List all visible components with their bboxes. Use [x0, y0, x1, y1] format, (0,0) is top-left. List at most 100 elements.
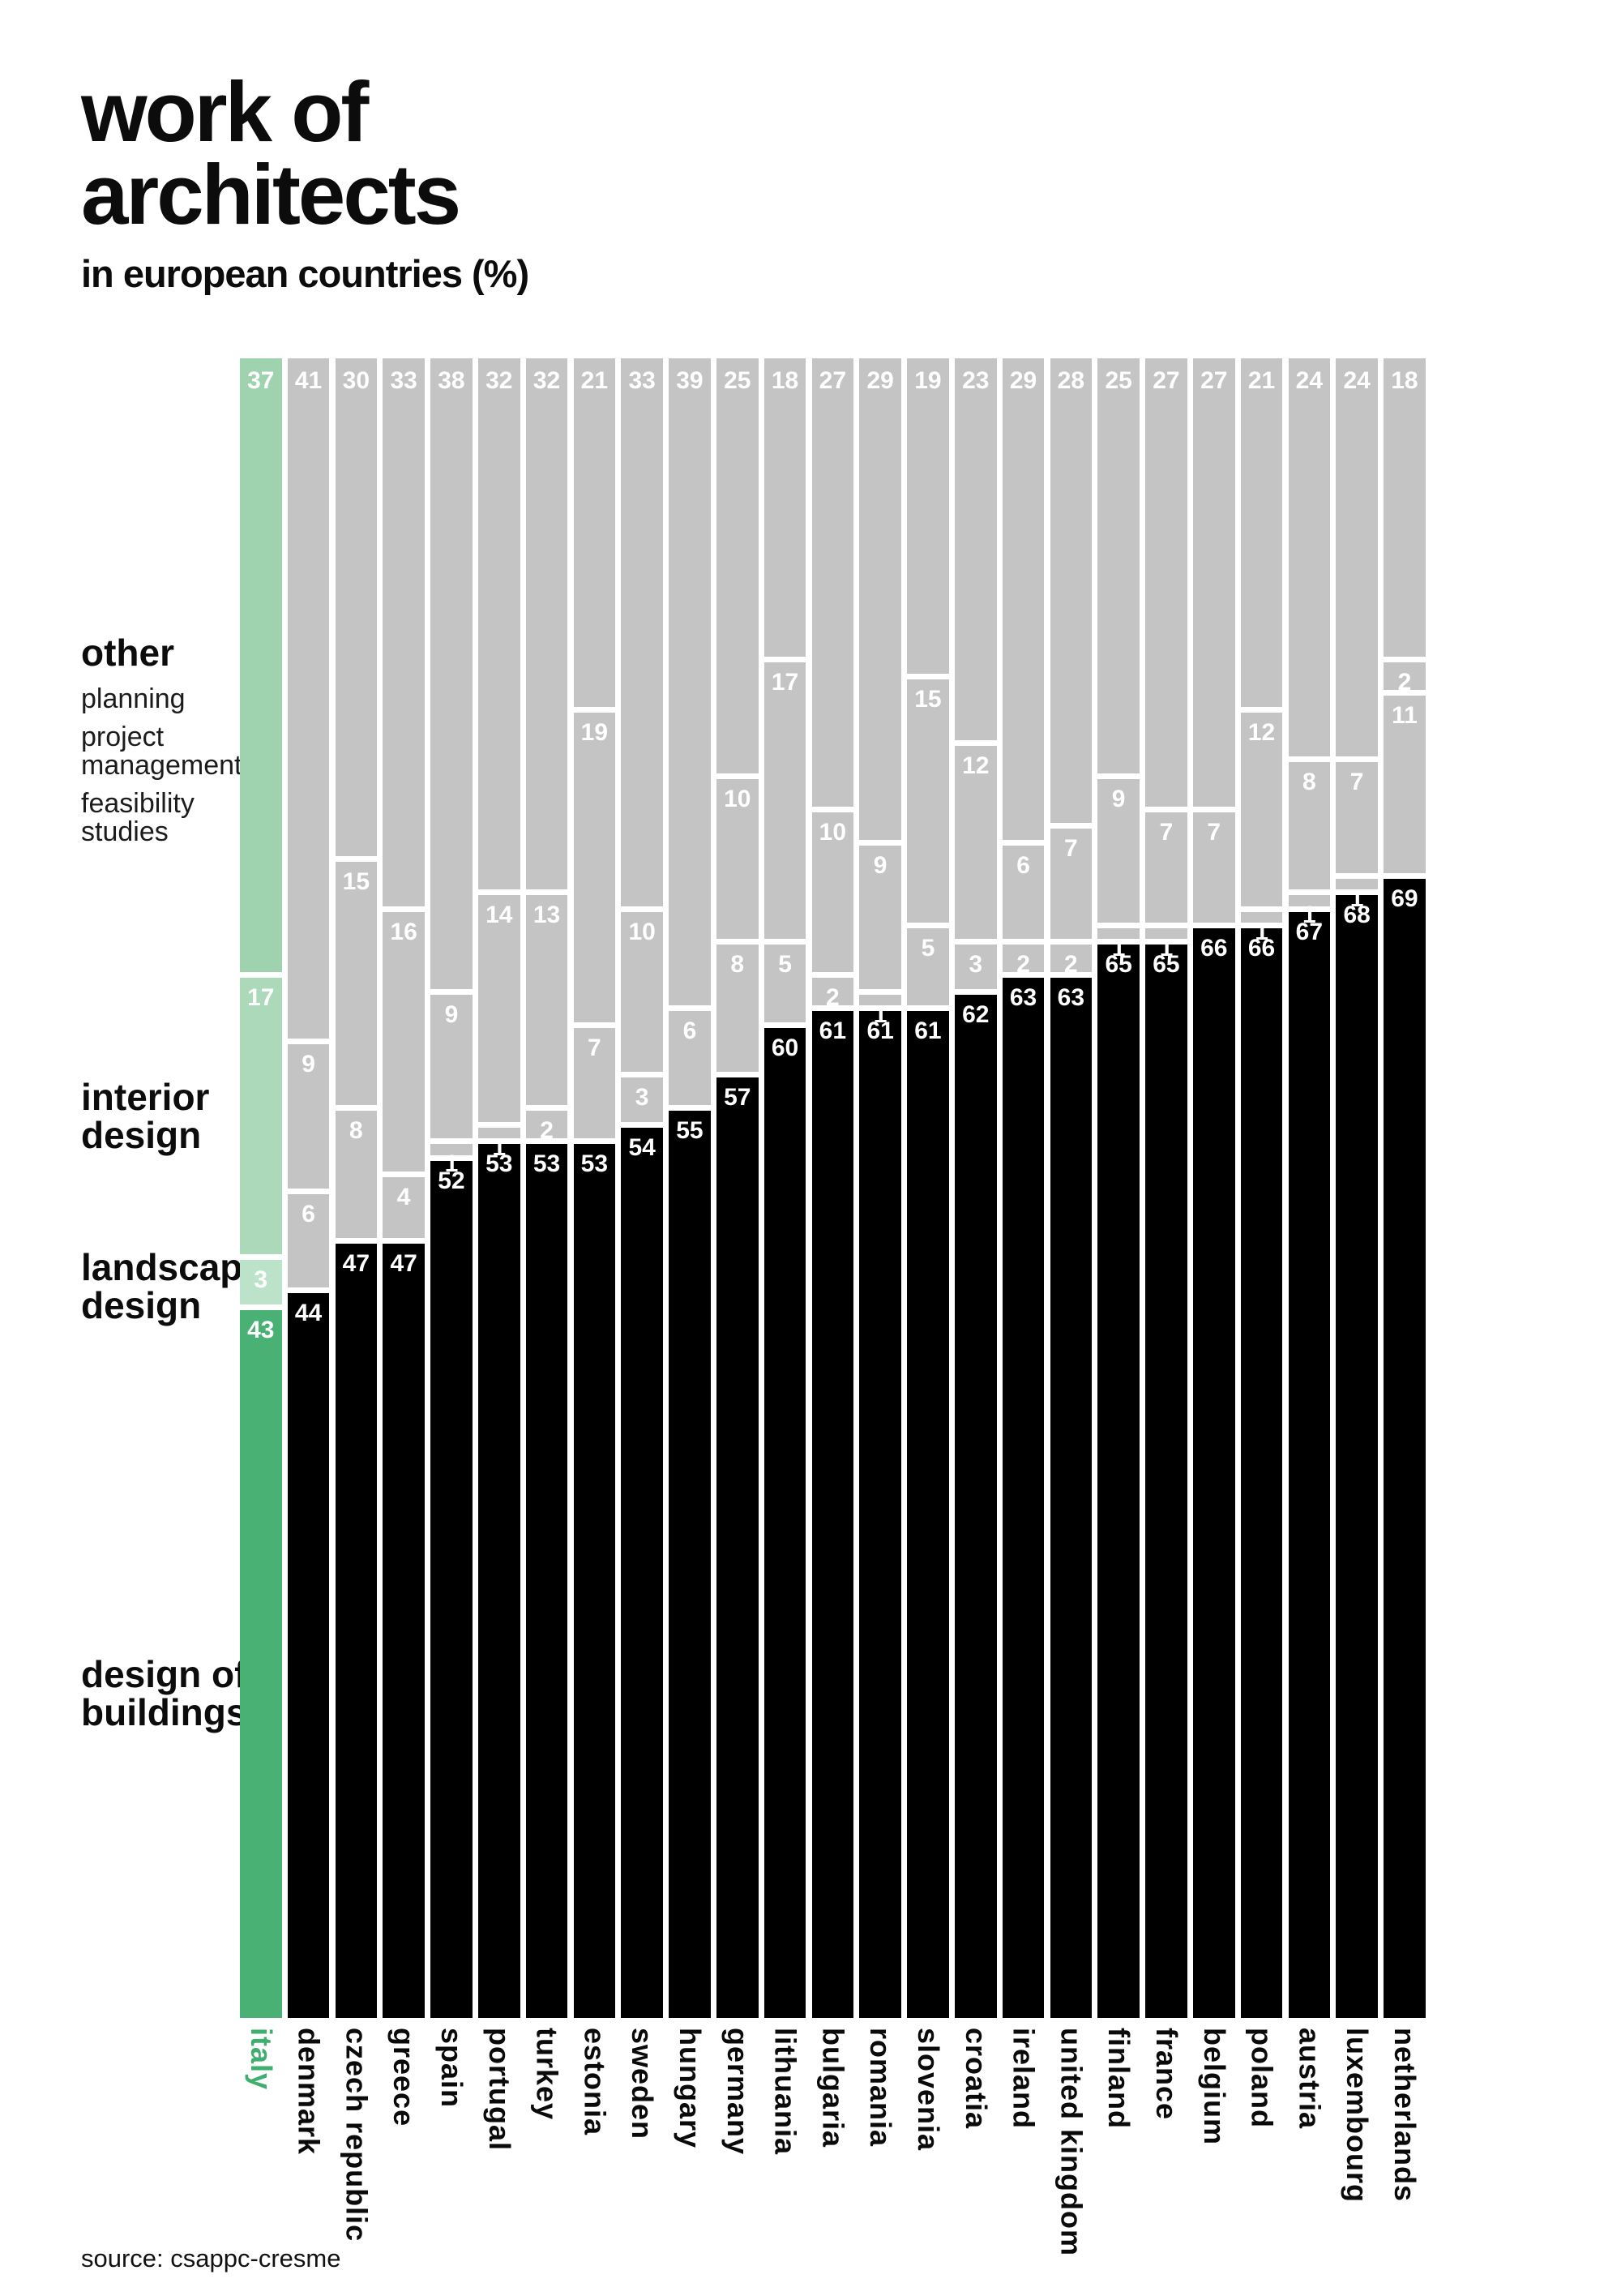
segment-interior-design: 10 [811, 806, 854, 973]
bar-netherlands: 69 11 2 18 netherlands [1384, 358, 1426, 2202]
segment-value: 25 [724, 367, 751, 394]
segment-other: 21 [573, 358, 616, 707]
segment-design-of-buildings: 61 [811, 1005, 854, 2018]
segment-value: 66 [1200, 934, 1228, 962]
segment-value: 17 [771, 669, 799, 696]
segment-interior-design: 11 [1384, 690, 1426, 873]
segment-interior-design: 16 [383, 906, 425, 1172]
segment-value: 6 [302, 1200, 315, 1227]
segment-interior-design: 6 [669, 1005, 711, 1106]
segment-landscape-design: 1 [1145, 922, 1187, 960]
bar-austria: 67 1 8 24 austria [1288, 358, 1331, 2129]
segment-value: 29 [1009, 367, 1037, 395]
segment-interior-design: 9 [1097, 773, 1140, 923]
segment-design-of-buildings: 62 [955, 988, 997, 2018]
segment-value: 17 [247, 984, 275, 1012]
segment-value: 32 [485, 367, 513, 395]
segment-value: 61 [914, 1017, 942, 1045]
category-sublabel-project-management: project management [81, 722, 242, 781]
segment-other: 25 [1097, 358, 1140, 773]
segment-value: 63 [1057, 984, 1085, 1012]
segment-value: 52 [438, 1167, 465, 1194]
segment-design-of-buildings: 60 [763, 1022, 806, 2018]
segment-design-of-buildings: 61 [907, 1005, 949, 2018]
title-line-2: architects [81, 148, 461, 242]
country-label-lithuania: lithuania [768, 2028, 802, 2156]
country-label-poland: poland [1245, 2028, 1279, 2128]
segment-value: 55 [676, 1117, 704, 1145]
segment-value: 1 [1159, 934, 1174, 962]
segment-design-of-buildings: 53 [478, 1138, 520, 2018]
segment-other: 27 [1145, 358, 1187, 807]
segment-other: 23 [955, 358, 997, 740]
bar-turkey: 53 2 13 32 turkey [525, 358, 568, 2120]
segment-value: 24 [1295, 367, 1324, 395]
country-label-germany: germany [721, 2028, 755, 2156]
segment-value: 47 [342, 1249, 370, 1277]
bar-italy: 43 3 17 37 italy [240, 358, 282, 2090]
bar-luxembourg: 68 1 7 24 luxembourg [1336, 358, 1378, 2203]
country-label-united-kingdom: united kingdom [1054, 2028, 1089, 2256]
country-label-austria: austria [1293, 2028, 1327, 2130]
segment-design-of-buildings: 53 [573, 1138, 616, 2018]
segment-interior-design: 15 [907, 673, 949, 923]
segment-value: 66 [1247, 934, 1276, 962]
country-label-italy: italy [244, 2028, 278, 2091]
bar-czech-republic: 47 8 15 30 czech republic [335, 358, 378, 2242]
segment-other: 18 [763, 358, 806, 658]
page-subtitle: in european countries (%) [81, 252, 529, 295]
segment-value: 2 [1397, 669, 1412, 696]
segment-value: 19 [580, 718, 609, 746]
segment-other: 24 [1288, 358, 1331, 757]
segment-other: 25 [716, 358, 759, 773]
segment-value: 12 [962, 752, 990, 779]
segment-value: 12 [1247, 718, 1276, 746]
segment-value: 1 [444, 1150, 459, 1178]
segment-value: 7 [1349, 769, 1364, 796]
segment-value: 1 [1349, 885, 1364, 912]
country-label-netherlands: netherlands [1388, 2028, 1422, 2203]
bar-portugal: 53 1 14 32 portugal [478, 358, 520, 2151]
segment-design-of-buildings: 54 [621, 1121, 663, 2018]
category-label-other: other planning project management feasib… [81, 634, 242, 846]
country-label-slovenia: slovenia [911, 2028, 945, 2152]
country-label-czech-republic: czech republic [340, 2028, 374, 2242]
segment-interior-design: 7 [1336, 756, 1378, 873]
segment-value: 39 [676, 367, 704, 395]
segment-value: 65 [1105, 951, 1132, 979]
segment-interior-design: 6 [1002, 839, 1045, 940]
segment-value: 3 [635, 1084, 649, 1112]
bar-germany: 57 8 10 25 germany [716, 358, 759, 2155]
header: work of architects in european countries… [81, 65, 529, 296]
segment-value: 47 [390, 1249, 417, 1277]
segment-value: 4 [396, 1184, 411, 1211]
segment-other: 38 [430, 358, 473, 989]
segment-value: 6 [1016, 851, 1030, 879]
title-line-1: work of [81, 65, 369, 160]
segment-value: 13 [532, 902, 561, 929]
bar-belgium: 660727belgium [1193, 358, 1235, 2145]
segment-value: 68 [1343, 902, 1371, 929]
segment-interior-design: 10 [621, 906, 663, 1073]
segment-other: 30 [335, 358, 378, 857]
segment-design-of-buildings: 63 [1050, 972, 1093, 2018]
segment-landscape-design: 5 [907, 923, 949, 1006]
segment-value: 11 [1392, 702, 1418, 730]
segment-value: 9 [302, 1051, 315, 1078]
segment-value: 2 [1064, 951, 1078, 979]
segment-value: 57 [724, 1084, 751, 1112]
segment-other: 29 [859, 358, 901, 840]
segment-value: 2 [826, 984, 840, 1012]
country-label-belgium: belgium [1197, 2028, 1231, 2146]
segment-value: 1 [1302, 902, 1316, 929]
segment-design-of-buildings: 66 [1240, 922, 1283, 2018]
segment-value: 63 [1009, 984, 1037, 1012]
segment-interior-design: 8 [1288, 756, 1331, 890]
segment-landscape-design: 1 [1097, 922, 1140, 960]
segment-value: 9 [1111, 785, 1126, 812]
segment-interior-design: 17 [240, 972, 282, 1255]
segment-value: 21 [580, 367, 609, 395]
segment-value: 16 [390, 918, 417, 945]
segment-interior-design: 12 [1240, 706, 1283, 906]
bar-estonia: 53 7 19 21 estonia [573, 358, 616, 2135]
